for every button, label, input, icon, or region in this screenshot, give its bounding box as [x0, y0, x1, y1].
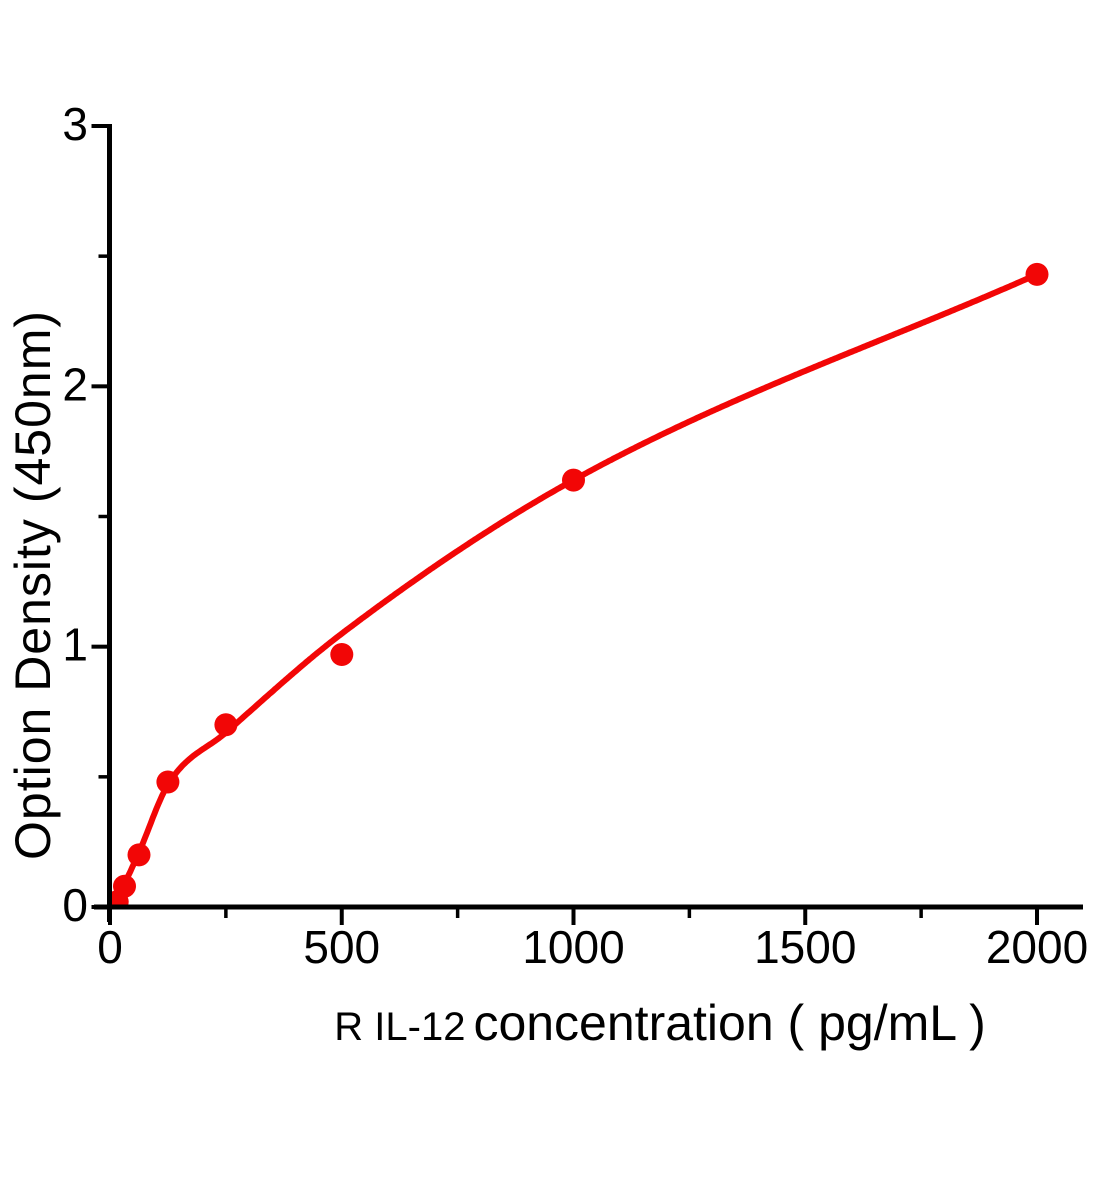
y-tick-label: 3: [62, 98, 88, 150]
x-tick-label: 1000: [522, 921, 624, 973]
data-point: [1025, 262, 1049, 286]
x-tick-label: 2000: [986, 921, 1088, 973]
x-axis-title-prefix: R IL-12: [334, 1005, 466, 1049]
y-tick-label: 2: [62, 358, 88, 410]
y-tick-label: 0: [62, 879, 88, 931]
x-tick-label: 1500: [754, 921, 856, 973]
y-tick-label: 1: [62, 619, 88, 671]
data-point: [156, 770, 180, 794]
series-group: [110, 262, 1049, 907]
x-axis-title: R IL-12 concentration ( pg/mL ): [334, 998, 985, 1048]
data-point: [214, 713, 238, 737]
data-point: [562, 468, 585, 492]
fit-curve: [110, 271, 1040, 907]
data-point: [330, 643, 354, 666]
x-axis-title-main: concentration ( pg/mL ): [473, 995, 986, 1051]
data-point: [127, 843, 151, 867]
x-tick-label: 500: [303, 921, 380, 973]
data-point: [113, 874, 136, 898]
x-tick-label: 0: [97, 921, 123, 973]
y-axis-title: Option Density (450nm): [5, 309, 61, 861]
